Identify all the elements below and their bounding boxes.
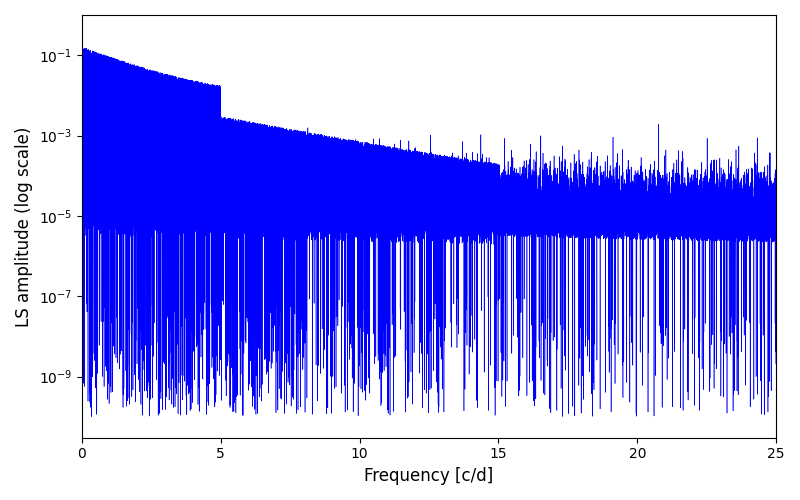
Y-axis label: LS amplitude (log scale): LS amplitude (log scale) — [15, 126, 33, 326]
X-axis label: Frequency [c/d]: Frequency [c/d] — [364, 467, 494, 485]
